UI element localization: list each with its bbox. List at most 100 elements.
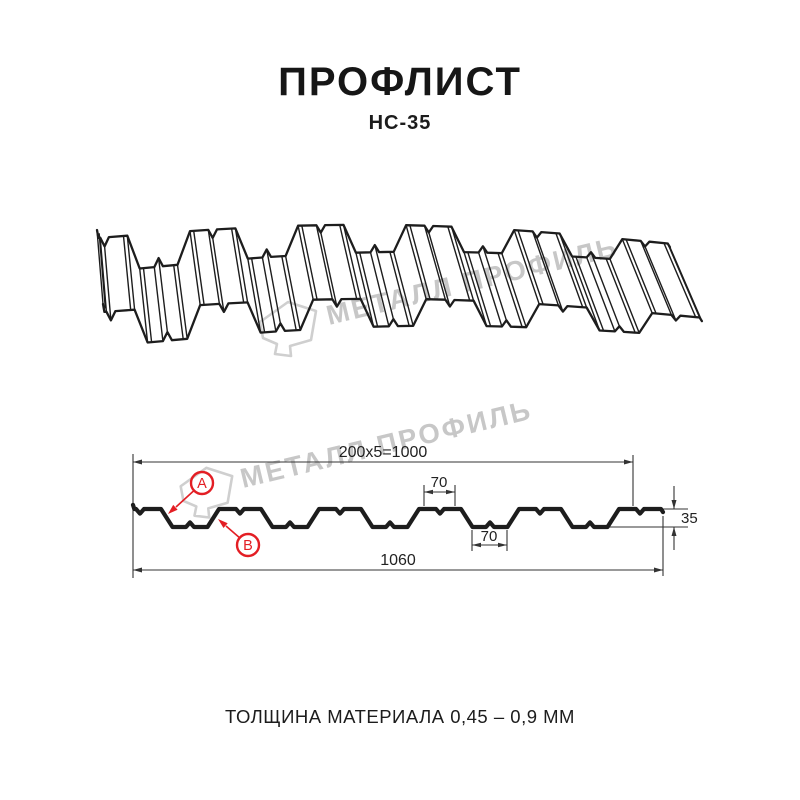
profile-ridge-line (122, 235, 132, 311)
profile-ridge-line (261, 256, 277, 333)
profile-ridge-line (477, 251, 503, 328)
profile-ridge-line (315, 224, 334, 300)
profile-ridge-line (467, 251, 492, 327)
profile-ridge-line (266, 248, 282, 325)
profile-ridge-line (482, 245, 508, 321)
profile-ridge-line (558, 232, 588, 309)
profile-ridge-line (342, 224, 362, 300)
profile-ridge-line (640, 240, 673, 316)
profile-3d-view (95, 223, 704, 344)
dim-text-overall: 1060 (380, 552, 416, 569)
callout-letter-b: В (243, 538, 253, 554)
profile-ridge-line (103, 245, 112, 322)
arrowhead (133, 459, 142, 465)
page-title: ПРОФЛИСТ (278, 60, 522, 104)
dim-text-trough: 70 (481, 528, 498, 545)
profile-ridge-line (230, 227, 245, 304)
profile-ridge-line (173, 264, 184, 340)
profile-ridge-line (586, 256, 616, 333)
profile-ridge-line (153, 266, 164, 342)
dimension-annotations: 200x5=1000 1060 70 70 35 (132, 444, 698, 578)
profile-ridge-line (644, 245, 677, 322)
profile-ridge-line (176, 264, 188, 340)
profile-ridge-line (517, 229, 544, 306)
profile-ridge-line (447, 225, 471, 302)
profile-ridge-line (621, 238, 653, 314)
callout-circle-b (235, 532, 261, 558)
profile-ridge-line (207, 229, 221, 305)
profile-ridge-line (126, 235, 136, 311)
profile-ridge-line (157, 257, 169, 333)
callout-annotations: А В (168, 470, 261, 558)
profile-ridge-line (320, 231, 338, 308)
cross-section-view (130, 502, 666, 530)
metal-profil-logo-icon (179, 466, 234, 519)
profile-ridge-line (423, 225, 447, 301)
profile-ridge-line (536, 236, 564, 313)
profile-ridge-line (555, 232, 584, 308)
arrowhead (446, 489, 455, 495)
profile-ridge-line (428, 231, 451, 308)
profile-ridge-line (96, 229, 104, 305)
profile-ridge-line (212, 237, 225, 313)
profile-ridge-line (501, 252, 527, 328)
profile-ridge-line (575, 256, 605, 332)
callout-letter-a: А (197, 476, 207, 492)
profile-ridge-line (247, 257, 262, 334)
profile-ridge-line (531, 230, 560, 307)
profile-ridge-line (669, 246, 703, 322)
profile-ridge-line (571, 255, 601, 332)
profile-ridge-line (663, 242, 697, 318)
arrowhead (424, 489, 433, 495)
callout-arrow-a (175, 490, 195, 508)
profile-ridge-line (590, 251, 621, 327)
profile-ridge-line (513, 229, 540, 305)
profile-ridge-line (189, 230, 201, 306)
profile-ridge-line (99, 237, 108, 313)
profile-ridge-line (393, 251, 414, 327)
arrowhead (133, 567, 142, 573)
profile-ridge-line (405, 224, 427, 300)
arrowhead (498, 542, 507, 548)
callout-arrowhead-a (168, 504, 178, 514)
material-thickness-caption: ТОЛЩИНА МАТЕРИАЛА 0,45 – 0,9 ММ (225, 706, 575, 727)
product-code: НС-35 (368, 112, 432, 134)
callout-arrowhead-b (218, 519, 228, 528)
arrowhead (671, 527, 677, 536)
profile-ridge-line (193, 230, 205, 306)
profile-ridge-line (355, 252, 375, 328)
profile-ridge-line (409, 224, 431, 300)
profile-ridge-line (301, 224, 318, 301)
profile-ridge-line (605, 257, 636, 334)
watermarks: МЕТАЛЛ ПРОФИЛЬ МЕТАЛЛ ПРОФИЛЬ (179, 231, 621, 519)
callout-arrow-b (225, 525, 240, 539)
metal-profil-logo-icon (258, 300, 318, 358)
arrowhead (624, 459, 633, 465)
arrowhead (671, 500, 677, 509)
profile-ridge-line (609, 258, 640, 334)
arrowhead (472, 542, 481, 548)
profile-near-cut-edge (101, 297, 704, 344)
dim-text-height: 35 (681, 510, 698, 527)
profile-ridge-line (339, 224, 358, 300)
arrowhead (654, 567, 663, 573)
profile-ridge-line (389, 251, 410, 327)
profile-ridge-line (139, 267, 149, 344)
profile-ridge-line (250, 257, 266, 333)
profile-far-cut-edge (95, 223, 672, 270)
profile-ridge-line (450, 226, 475, 302)
profile-ridge-line (359, 251, 379, 328)
profile-ridge-line (142, 267, 153, 343)
profile-ridge-line (297, 225, 314, 301)
dim-text-coverage: 200x5=1000 (339, 444, 428, 461)
profile-ridge-line (463, 251, 488, 327)
callout-circle-a (189, 470, 215, 496)
profile-ridge-line (374, 244, 395, 320)
cross-section-profile-line (130, 502, 666, 530)
profile-ridge-line (497, 252, 523, 328)
profile-ridge-line (234, 227, 249, 304)
profile-ridge-line (284, 255, 301, 331)
profile-ridge-line (369, 251, 390, 327)
